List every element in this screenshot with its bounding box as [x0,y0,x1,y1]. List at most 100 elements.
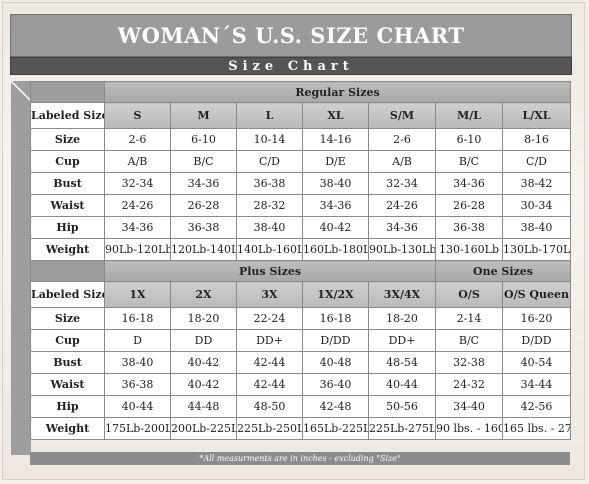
value-cell: 38-40 [302,172,369,195]
value-cell: 42-48 [302,395,369,418]
size-header-cell: S [104,102,171,129]
size-header-cell: 3X [236,281,303,308]
value-cell: 6-10 [435,128,503,151]
blank-cell [30,260,105,282]
table-row: Bust 32-34 34-36 36-38 38-40 32-34 34-36 38-42 [30,172,572,195]
row-label: Size [30,128,105,151]
value-cell: 38-40 [104,351,171,374]
value-cell: 50-56 [368,395,436,418]
value-cell: A/B [104,150,171,173]
value-cell: 24-26 [368,194,436,217]
value-cell: 44-48 [170,395,237,418]
value-cell: 160Lb-180Lb [302,238,369,261]
chart-title: WOMAN´S U.S. SIZE CHART [10,14,572,57]
value-cell: B/C [435,150,503,173]
row-label: Hip [30,216,105,239]
size-table: Regular Sizes Labeled Size S M L XL S/M M/L L/X… [30,81,572,440]
value-cell: 40-42 [302,216,369,239]
value-cell: 36-38 [170,216,237,239]
value-cell: D/DD [302,329,369,352]
value-cell: 90 lbs. - 160 lbs. [435,417,503,440]
value-cell: B/C [170,150,237,173]
row-label: Bust [30,351,105,374]
value-cell: 18-20 [368,307,436,330]
size-header-cell: O/S Queen [501,281,572,308]
value-cell: 42-44 [236,373,303,396]
value-cell: 32-34 [104,172,171,195]
value-cell: 34-36 [104,216,171,239]
value-cell: 34-36 [170,172,237,195]
table-row: Hip 40-44 44-48 48-50 42-48 50-56 34-40 42-56 [30,395,572,418]
table-row: Cup A/B B/C C/D D/E A/B B/C C/D [30,150,572,173]
value-cell: 28-32 [236,194,303,217]
value-cell: 175Lb-200Lb [104,417,171,440]
value-cell: D/E [302,150,369,173]
value-cell: 36-40 [302,373,369,396]
value-cell: 36-38 [236,172,303,195]
footnote: *All measurments are in inches - excludi… [30,452,570,465]
value-cell: 36-38 [435,216,503,239]
value-cell: 38-42 [501,172,572,195]
value-cell: 40-44 [368,373,436,396]
size-header-cell: M/L [435,102,503,129]
value-cell: 34-40 [435,395,503,418]
chart-subtitle: Size Chart [10,57,572,75]
value-cell: C/D [501,150,572,173]
row-label: Weight [30,238,105,261]
value-cell: 165 lbs. - 275 lbs. [501,417,572,440]
value-cell: 48-50 [236,395,303,418]
value-cell: 34-36 [368,216,436,239]
size-header-cell: O/S [435,281,503,308]
value-cell: 26-28 [170,194,237,217]
decorative-corner [11,81,31,455]
section-plus-sizes: Plus Sizes [104,260,436,282]
labeled-size-header: Labeled Size [30,281,105,308]
value-cell: D [104,329,171,352]
value-cell: 90Lb-120Lb [104,238,171,261]
blank-cell [30,81,105,103]
value-cell: 40-42 [170,351,237,374]
value-cell: A/B [368,150,436,173]
value-cell: 2-14 [435,307,503,330]
value-cell: 6-10 [170,128,237,151]
value-cell: 22-24 [236,307,303,330]
size-header-cell: 1X/2X [302,281,369,308]
value-cell: 38-40 [236,216,303,239]
value-cell: 38-40 [501,216,572,239]
value-cell: 200Lb-225Lb [170,417,237,440]
size-header-cell: S/M [368,102,436,129]
value-cell: 8-16 [501,128,572,151]
row-label: Bust [30,172,105,195]
table-row: Size 16-18 18-20 22-24 16-18 18-20 2-14 16-20 [30,307,572,330]
value-cell: 40-48 [302,351,369,374]
table-row: Hip 34-36 36-38 38-40 40-42 34-36 36-38 38-40 [30,216,572,239]
labeled-size-header: Labeled Size [30,102,105,129]
table-row: Bust 38-40 40-42 42-44 40-48 48-54 32-38 40-54 [30,351,572,374]
row-label: Hip [30,395,105,418]
value-cell: 32-38 [435,351,503,374]
value-cell: 40-44 [104,395,171,418]
value-cell: 48-54 [368,351,436,374]
value-cell: C/D [236,150,303,173]
value-cell: 18-20 [170,307,237,330]
value-cell: 90Lb-130Lb [368,238,436,261]
value-cell: 34-36 [435,172,503,195]
value-cell: D/DD [501,329,572,352]
size-header-cell: 1X [104,281,171,308]
table-row: Weight175Lb-200Lb200Lb-225Lb225Lb-250Lb1… [30,417,572,440]
value-cell: 42-44 [236,351,303,374]
size-header-cell: L/XL [501,102,572,129]
value-cell: DD [170,329,237,352]
size-header-cell: L [236,102,303,129]
row-label: Size [30,307,105,330]
value-cell: 16-20 [501,307,572,330]
row-label: Weight [30,417,105,440]
value-cell: 34-44 [501,373,572,396]
value-cell: DD+ [368,329,436,352]
value-cell: 130-160Lb [435,238,503,261]
row-label: Cup [30,329,105,352]
value-cell: 140Lb-160Lb [236,238,303,261]
size-header-cell: M [170,102,237,129]
value-cell: 2-6 [104,128,171,151]
value-cell: 40-54 [501,351,572,374]
